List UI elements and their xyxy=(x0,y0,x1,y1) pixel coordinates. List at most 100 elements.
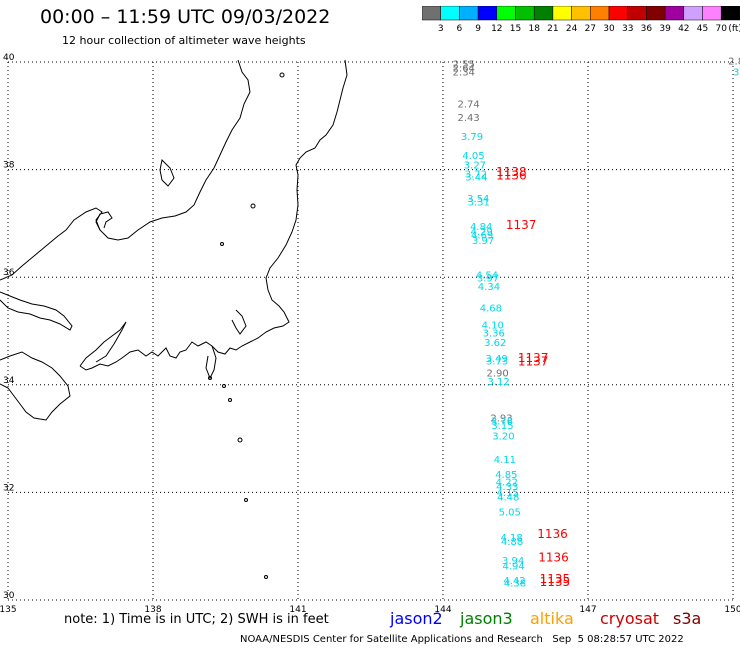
colorbar-label: 42 xyxy=(678,24,689,34)
lon-tick-label: 135 xyxy=(0,605,17,615)
coastline-sado xyxy=(159,158,175,187)
coastline-honshu-west xyxy=(0,59,251,281)
swh-value: 2.34 xyxy=(453,67,475,78)
axis-tick-labels: 135 138 141 144 147 150 30 32 34 36 38 40 xyxy=(0,53,740,615)
swh-value: 4.10 xyxy=(482,320,504,331)
colorbar-label: 45 xyxy=(697,24,708,34)
swh-value: 3. xyxy=(733,67,740,78)
coastline-boso xyxy=(231,309,247,335)
lon-tick-label: 141 xyxy=(289,605,306,615)
swh-value: 2.74 xyxy=(458,100,480,111)
island xyxy=(237,437,243,443)
swh-value: 4.42 xyxy=(503,576,525,587)
note-text: note: 1) Time is in UTC; 2) SWH is in fe… xyxy=(64,612,329,627)
island xyxy=(220,242,224,246)
swh-readings: 2.552.642.342.83.2.742.433.794.053.273.7… xyxy=(453,57,740,590)
lon-tick-label: 144 xyxy=(434,605,451,615)
pass-number: 1135 xyxy=(540,572,571,586)
swh-value: 4.15 xyxy=(497,488,519,499)
coastline-shikoku xyxy=(0,351,71,421)
swh-value: 4.34 xyxy=(478,282,500,293)
swh-value: 3.54 xyxy=(467,194,489,205)
swh-value: 2.64 xyxy=(453,64,475,75)
swh-value: 3.62 xyxy=(484,338,506,349)
swh-value: 4.88 xyxy=(501,537,523,548)
swh-value: 4.38 xyxy=(504,579,526,590)
colorbar-label: 27 xyxy=(585,24,596,34)
swh-value: 4.84 xyxy=(470,222,492,233)
lat-tick-label: 40 xyxy=(3,53,15,63)
coastline xyxy=(0,59,348,579)
swh-value: 4.18 xyxy=(501,533,523,544)
swh-value: 3.27 xyxy=(464,161,486,172)
colorbar-label: 70 xyxy=(715,24,727,34)
swh-value: 3.97 xyxy=(472,236,494,247)
map-title: 00:00 – 11:59 UTC 09/03/2022 xyxy=(40,6,331,28)
swh-value: 3.78 xyxy=(491,417,513,428)
lat-tick-label: 34 xyxy=(3,376,15,386)
pass-number: 1137 xyxy=(506,218,537,232)
swh-value: 4.54 xyxy=(476,270,498,281)
swh-value: 4.29 xyxy=(471,227,493,238)
island xyxy=(228,398,232,402)
coastline-inland-sea xyxy=(0,291,73,331)
pass-number: 1137 xyxy=(518,354,549,368)
lat-tick-label: 32 xyxy=(3,483,14,493)
colorbar-unit: (ft) xyxy=(728,24,740,34)
colorbar-label: 30 xyxy=(603,24,615,34)
swh-value: 3.79 xyxy=(461,132,483,143)
colorbar-label: 15 xyxy=(510,24,521,34)
island xyxy=(250,203,256,209)
coastline-kii xyxy=(79,321,127,367)
legend-altika: altika xyxy=(530,609,574,628)
island xyxy=(264,575,268,579)
map-subtitle: 12 hour collection of altimeter wave hei… xyxy=(62,34,306,47)
lat-tick-label: 36 xyxy=(3,268,15,278)
lon-tick-label: 138 xyxy=(144,605,161,615)
pass-number: 1136 xyxy=(496,168,527,182)
swh-value: 2.90 xyxy=(487,369,509,380)
pass-number: 1136 xyxy=(537,527,568,541)
colorbar-label: 21 xyxy=(547,24,558,34)
coastline-izu xyxy=(205,345,217,380)
legend-s3a: s3a xyxy=(673,609,702,628)
swh-value: 3.94 xyxy=(502,556,524,567)
pass-number: 1137 xyxy=(518,351,549,365)
swh-value: 4.94 xyxy=(502,561,524,572)
colorbar-label: 9 xyxy=(475,24,481,34)
swh-value: 3.73 xyxy=(486,356,508,367)
pass-number: 1138 xyxy=(496,165,527,179)
legend-jason3: jason3 xyxy=(460,609,513,628)
swh-value: 4.22 xyxy=(496,477,518,488)
colorbar-label: 6 xyxy=(457,24,463,34)
colorbar-label: 18 xyxy=(528,24,540,34)
swh-value: 4.68 xyxy=(480,304,502,315)
swh-value: 3.15 xyxy=(491,421,513,432)
swh-value: 3.12 xyxy=(487,377,509,388)
swh-value: 4.85 xyxy=(495,470,517,481)
lon-tick-label: 147 xyxy=(579,605,596,615)
colorbar-label: 12 xyxy=(491,24,502,34)
colorbar-label: 3 xyxy=(438,24,444,34)
swh-value: 3.72 xyxy=(465,170,487,181)
colorbar-label: 24 xyxy=(566,24,578,34)
lon-tick-label: 150 xyxy=(724,605,740,615)
legend-jason2: jason2 xyxy=(390,609,443,628)
island xyxy=(279,72,285,78)
colorbar-label: 39 xyxy=(659,24,671,34)
grid-lines xyxy=(7,61,734,601)
lat-tick-label: 38 xyxy=(3,161,15,171)
island xyxy=(208,376,212,380)
swh-value: 3.44 xyxy=(465,172,487,183)
island xyxy=(222,384,226,388)
swh-value: 4.05 xyxy=(462,151,484,162)
swh-value: 4.48 xyxy=(497,492,519,503)
pass-number: 1136 xyxy=(538,550,569,564)
swh-value: 2.55 xyxy=(453,59,475,70)
swh-value: 3.20 xyxy=(492,432,514,443)
coastline-noto xyxy=(95,211,113,231)
swh-value: 3.31 xyxy=(468,198,490,209)
